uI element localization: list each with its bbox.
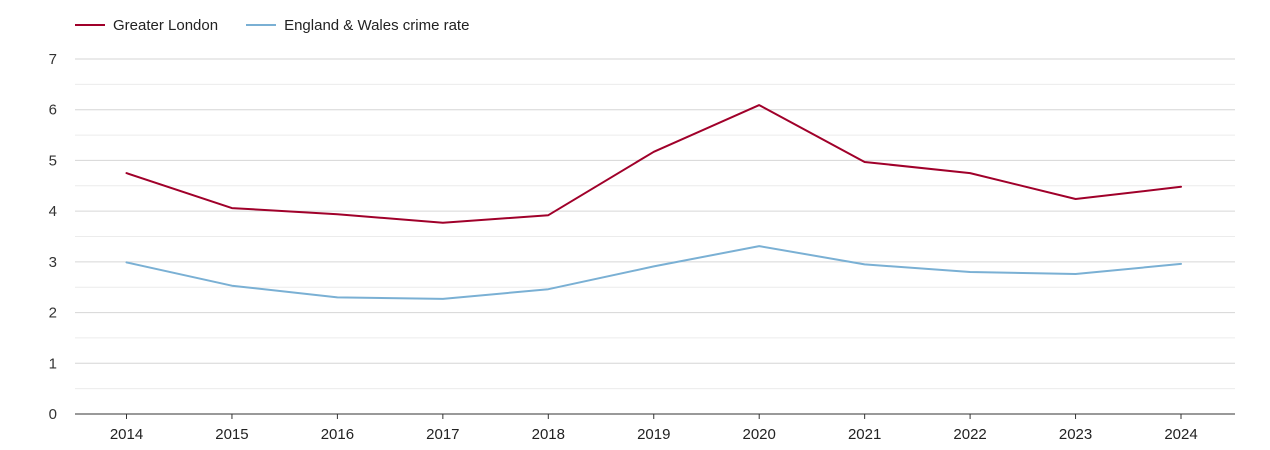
x-tick-label: 2021	[848, 426, 881, 443]
y-tick-label: 2	[49, 305, 57, 322]
x-tick-label: 2024	[1164, 426, 1197, 443]
series-line-england-wales-crime-rate	[125, 245, 1182, 300]
chart-legend: Greater London England & Wales crime rat…	[75, 14, 469, 36]
y-tick-label: 0	[49, 406, 57, 423]
y-tick-label: 7	[49, 51, 57, 68]
y-tick-label: 3	[49, 254, 57, 271]
y-tick-label: 5	[49, 152, 57, 169]
x-tick-label: 2020	[743, 426, 776, 443]
y-tick-label: 1	[49, 355, 57, 372]
legend-label-greater-london: Greater London	[113, 16, 219, 34]
x-tick-label: 2019	[637, 426, 670, 443]
x-tick-label: 2023	[1059, 426, 1092, 443]
series-line-greater-london	[125, 104, 1182, 224]
legend-swatch-greater-london	[75, 24, 105, 26]
legend-item-greater-london[interactable]: Greater London	[75, 17, 218, 34]
legend-item-england-wales[interactable]: England & Wales crime rate	[246, 17, 469, 34]
x-tick-label: 2016	[321, 426, 354, 443]
x-tick-label: 2017	[426, 426, 459, 443]
legend-label-england-wales: England & Wales crime rate	[284, 16, 470, 34]
x-tick-label: 2015	[215, 426, 248, 443]
x-tick-label: 2022	[953, 426, 986, 443]
x-tick-label: 2014	[110, 426, 143, 443]
y-tick-label: 4	[49, 203, 57, 220]
legend-swatch-england-wales	[246, 24, 277, 26]
x-tick-label: 2018	[532, 426, 565, 443]
y-tick-label: 6	[49, 102, 57, 119]
